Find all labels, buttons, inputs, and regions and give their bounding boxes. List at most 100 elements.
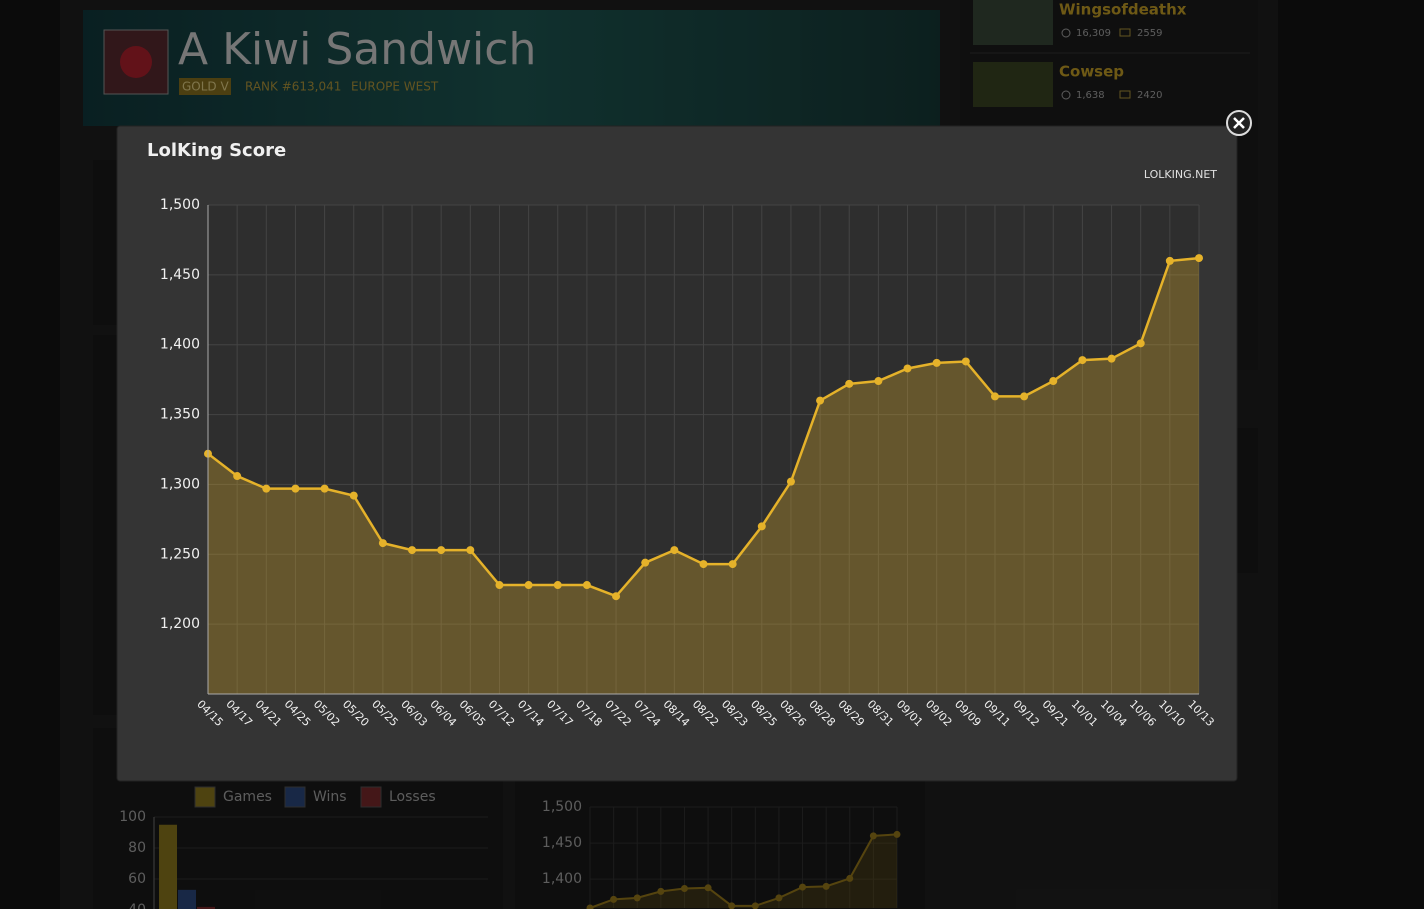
point: [586, 904, 594, 909]
profile-banner: [83, 10, 940, 126]
stream-viewers: 16,309: [1076, 28, 1111, 39]
point: [320, 484, 329, 493]
point: [1020, 392, 1029, 401]
stream-thumb: [973, 62, 1053, 107]
point: [680, 885, 688, 893]
legend-swatch: [360, 786, 382, 808]
point: [291, 484, 300, 493]
point: [961, 357, 970, 366]
point: [1165, 256, 1174, 265]
point: [846, 874, 854, 882]
point: [699, 560, 708, 569]
legend-swatch: [284, 786, 306, 808]
point: [349, 491, 358, 500]
stream-viewers: 1,638: [1076, 90, 1105, 101]
point: [1078, 356, 1087, 365]
point: [786, 477, 795, 486]
summoner-name: A Kiwi Sandwich: [178, 24, 536, 75]
rose-icon: [120, 46, 152, 78]
point: [408, 546, 417, 555]
score-icon: [1119, 28, 1131, 37]
point: [822, 882, 830, 890]
viewers-icon: [1061, 28, 1071, 38]
point: [990, 392, 999, 401]
close-button[interactable]: [1226, 110, 1252, 136]
area: [208, 258, 1199, 694]
line: [589, 833, 898, 909]
close-icon[interactable]: [1233, 117, 1245, 129]
chart-source: LOLKING.NET: [1144, 168, 1217, 181]
y-tick-label: 1,300: [160, 476, 200, 492]
legend-swatch: [194, 786, 216, 808]
point: [728, 902, 736, 909]
legend-label: Games: [223, 789, 272, 805]
tier: GOLD V: [182, 80, 229, 94]
point: [932, 358, 941, 367]
y-tick-label: 1,500: [160, 197, 200, 213]
point: [233, 472, 242, 481]
rank: RANK #613,041: [245, 80, 341, 94]
y-tick-label: 1,400: [542, 871, 582, 887]
stream-name: Wingsofdeathx: [1059, 1, 1187, 19]
y-tick-label: 1,350: [160, 407, 200, 423]
point: [495, 581, 504, 590]
point: [262, 484, 271, 493]
bar: [197, 906, 215, 909]
y-tick-label: 1,500: [542, 799, 582, 815]
stream-score: 2559: [1137, 28, 1162, 39]
point: [466, 546, 475, 555]
point: [553, 581, 562, 590]
legend-label: Wins: [313, 789, 347, 805]
point: [874, 377, 883, 386]
y-tick-label: 1,450: [160, 267, 200, 283]
point: [869, 832, 877, 840]
point: [641, 558, 650, 567]
point: [378, 539, 387, 548]
point: [524, 581, 533, 590]
stream-name: Cowsep: [1059, 63, 1124, 81]
point: [670, 546, 679, 555]
point: [1195, 254, 1203, 263]
y-tick-label: 60: [128, 871, 146, 887]
point: [903, 364, 912, 373]
bar: [178, 889, 196, 909]
point: [845, 379, 854, 388]
point: [1107, 354, 1116, 363]
point: [893, 830, 901, 838]
point: [775, 894, 783, 902]
tier-badge: [179, 78, 231, 95]
point: [757, 522, 766, 531]
bar: [159, 824, 177, 909]
y-tick-label: 1,450: [542, 835, 582, 851]
region: EUROPE WEST: [351, 80, 439, 94]
point: [704, 884, 712, 892]
point: [728, 560, 737, 569]
point: [610, 895, 618, 903]
point: [799, 883, 807, 891]
y-tick-label: 1,400: [160, 337, 200, 353]
point: [816, 396, 825, 405]
chart-title: LolKing Score: [147, 140, 286, 161]
point: [657, 887, 665, 895]
point: [437, 546, 446, 555]
panel: [515, 780, 925, 909]
point: [1136, 339, 1145, 348]
area: [590, 834, 897, 908]
score-icon: [1119, 90, 1131, 99]
y-tick-label: 100: [119, 809, 146, 825]
stream-thumb: [973, 0, 1053, 45]
y-tick-label: 1,250: [160, 546, 200, 562]
viewers-icon: [1061, 90, 1071, 100]
y-tick-label: 1,200: [160, 616, 200, 632]
point: [633, 894, 641, 902]
profile-icon: [103, 29, 169, 95]
point: [582, 581, 591, 590]
y-tick-label: 40: [128, 902, 146, 909]
point: [751, 902, 759, 909]
stream-score: 2420: [1137, 90, 1162, 101]
point: [1049, 377, 1058, 386]
point: [612, 592, 621, 601]
y-tick-label: 80: [128, 840, 146, 856]
